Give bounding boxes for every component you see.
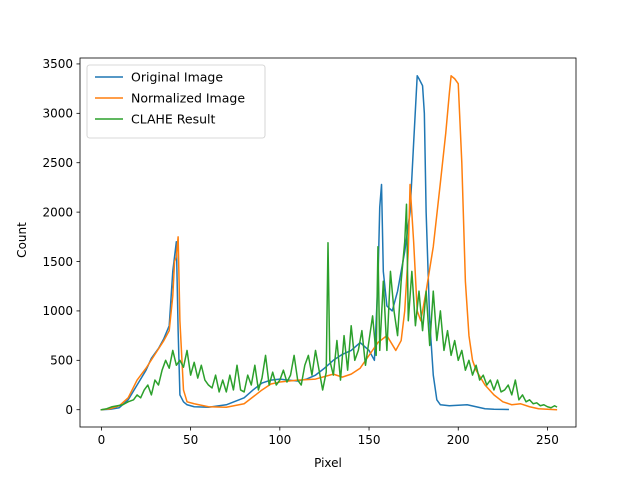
axes-frame bbox=[79, 57, 577, 428]
axes-layer: 0 50 100 150 200 2500500100015002000250030003… bbox=[42, 57, 577, 447]
legend-frame bbox=[86, 64, 266, 139]
series-layer bbox=[100, 75, 558, 411]
x-tick-label: 200 bbox=[447, 433, 470, 447]
y-tick-label: 500 bbox=[50, 354, 73, 368]
series-line-clahe-result bbox=[100, 203, 558, 411]
y-tick-label: 1500 bbox=[42, 255, 73, 269]
y-tick-label: 0 bbox=[65, 403, 73, 417]
legend-entry-label: Original Image bbox=[131, 70, 223, 85]
x-tick-label: 150 bbox=[358, 433, 381, 447]
legend-entry-label: Normalized Image bbox=[131, 91, 245, 106]
x-tick-label: 100 bbox=[268, 433, 291, 447]
x-tick-label: 50 bbox=[183, 433, 198, 447]
legend: Original Image Normalized Image CLAHE Resu… bbox=[86, 64, 266, 139]
y-tick-label: 3000 bbox=[42, 107, 73, 121]
y-tick-label: 2500 bbox=[42, 156, 73, 170]
y-tick-label: 2000 bbox=[42, 205, 73, 219]
y-axis-label: Count bbox=[15, 222, 29, 258]
x-tick-label: 250 bbox=[536, 433, 559, 447]
legend-entry-label: CLAHE Result bbox=[131, 112, 216, 127]
x-tick-label: 0 bbox=[98, 433, 106, 447]
y-tick-label: 3500 bbox=[42, 57, 73, 71]
series-line-normalized-image bbox=[100, 75, 558, 411]
y-tick-label: 1000 bbox=[42, 304, 73, 318]
x-axis-label: Pixel bbox=[314, 456, 342, 470]
